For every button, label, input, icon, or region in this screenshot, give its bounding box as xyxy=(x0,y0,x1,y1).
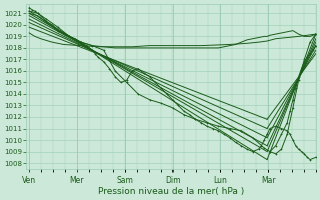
X-axis label: Pression niveau de la mer( hPa ): Pression niveau de la mer( hPa ) xyxy=(98,187,244,196)
